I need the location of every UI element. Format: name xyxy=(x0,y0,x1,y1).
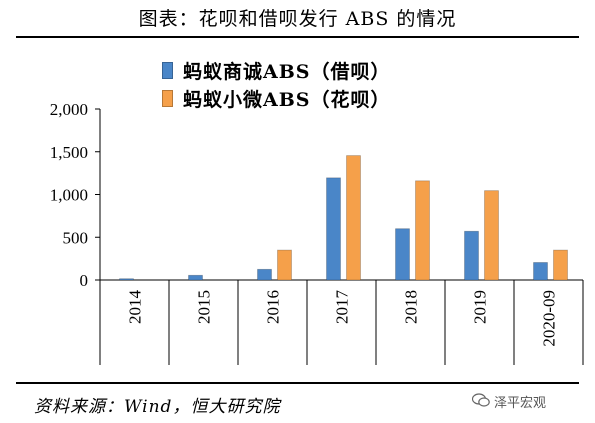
x-tick-label: 2020-09 xyxy=(540,290,559,347)
bar-jiebei xyxy=(188,274,203,281)
legend-item-jiebei: 蚂蚁商诚ABS（借呗） xyxy=(162,57,391,84)
bar-jiebei xyxy=(326,177,341,281)
x-tick-label: 2018 xyxy=(402,290,421,324)
page-title: 图表：花呗和借呗发行 ABS 的情况 xyxy=(138,8,457,30)
bar-huabei xyxy=(553,249,568,281)
watermark: 泽平宏观 xyxy=(494,396,547,411)
y-tick-label: 1,000 xyxy=(50,186,88,205)
legend-label-jiebei: 蚂蚁商诚ABS（借呗） xyxy=(183,61,391,83)
bar-jiebei xyxy=(119,278,134,281)
bar-huabei xyxy=(346,155,361,281)
bar-jiebei xyxy=(395,228,410,281)
x-tick-label: 2015 xyxy=(195,290,214,324)
y-tick-label: 2,000 xyxy=(50,100,88,119)
bar-huabei xyxy=(277,249,292,281)
y-tick-label: 0 xyxy=(80,271,89,290)
title-rule xyxy=(16,36,579,38)
x-tick-label: 2016 xyxy=(264,290,283,324)
bar-huabei xyxy=(484,190,499,281)
legend-swatch-huabei xyxy=(162,90,173,107)
x-tick-label: 2017 xyxy=(333,290,352,325)
source-note: 资料来源：Wind，恒大研究院 xyxy=(34,397,281,417)
y-tick-label: 500 xyxy=(63,228,89,247)
bar-jiebei xyxy=(464,230,479,281)
bar-jiebei xyxy=(257,268,272,281)
x-tick-label: 2014 xyxy=(126,290,145,325)
bar-huabei xyxy=(415,180,430,281)
legend-label-huabei: 蚂蚁小微ABS（花呗） xyxy=(183,89,391,111)
x-tick-label: 2019 xyxy=(471,290,490,324)
legend-swatch-jiebei xyxy=(162,62,173,79)
y-tick-label: 1,500 xyxy=(50,143,88,162)
legend-item-huabei: 蚂蚁小微ABS（花呗） xyxy=(162,85,391,112)
bar-jiebei xyxy=(533,262,548,281)
wechat-icon xyxy=(472,393,490,407)
footer-rule xyxy=(16,382,579,384)
